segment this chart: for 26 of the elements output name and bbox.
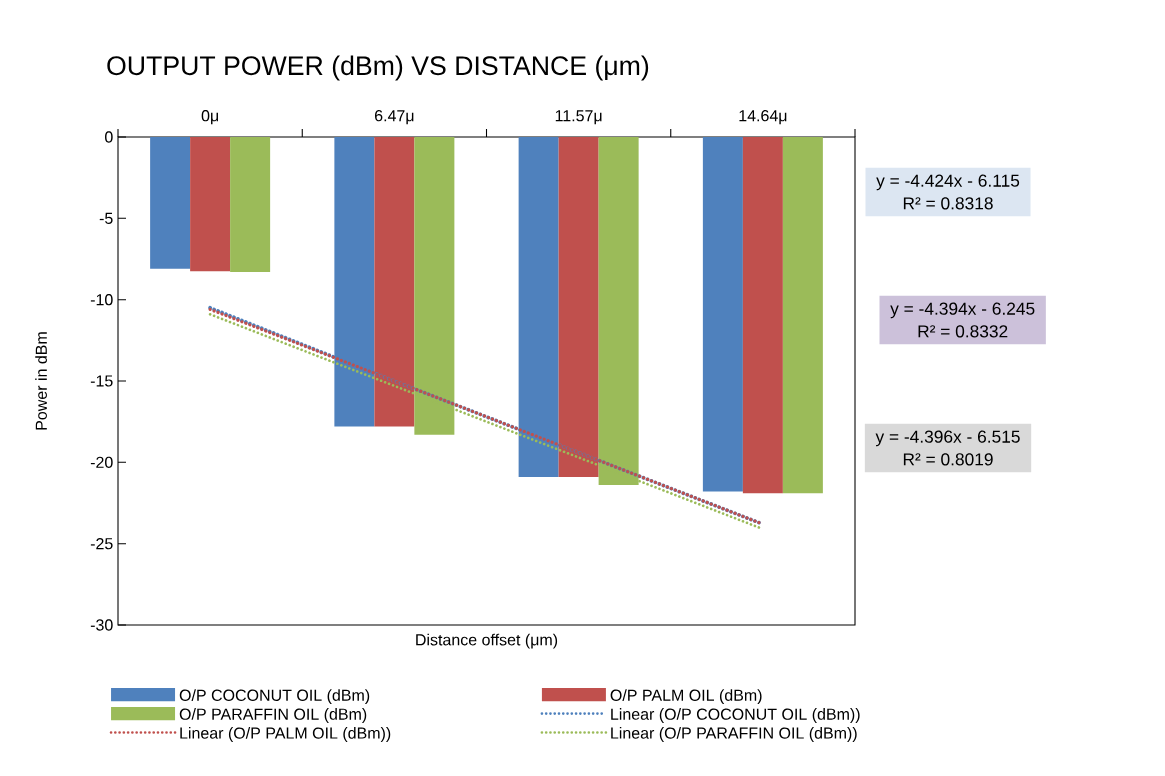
y-tick-label: -5 [99, 212, 113, 224]
legend-label: Linear (O/P PARAFFIN OIL (dBm)) [611, 727, 857, 742]
y-tick-label: -10 [90, 294, 113, 306]
y-axis-title: Power in dBm [35, 332, 47, 430]
x-tick-label: 6.47μ [375, 110, 414, 125]
text: y = -4.394x - 6.245 [890, 302, 1035, 319]
legend-label: O/P COCONUT OIL (dBm) [179, 689, 370, 705]
y-tick-label: -30 [90, 619, 113, 631]
text: y = -4.424x - 6.115 [876, 174, 1020, 191]
y-tick-label: -20 [90, 456, 113, 468]
chart-title: OUTPUT POWER (dBm) VS DISTANCE (μm) [107, 55, 649, 81]
text: R² = 0.8332 [918, 325, 1008, 338]
text: y = -4.396x - 6.515 [875, 430, 1020, 447]
legend-label: Linear (O/P COCONUT OIL (dBm)) [611, 708, 860, 723]
y-tick-label: 0 [105, 131, 113, 143]
legend-label: O/P PARAFFIN OIL (dBm) [179, 708, 367, 723]
y-tick-label: -25 [90, 538, 113, 550]
x-tick-label: 14.64μ [739, 110, 787, 125]
text: R² = 0.8318 [903, 197, 993, 210]
x-tick-label: 0μ [201, 110, 219, 125]
x-axis-title: Distance offset (μm) [416, 633, 558, 649]
y-tick-label: -15 [90, 375, 113, 387]
x-tick-label: 11.57μ [555, 110, 602, 125]
text: R² = 0.8019 [903, 453, 993, 466]
legend-label: Linear (O/P PALM OIL (dBm)) [180, 727, 391, 742]
legend-label: O/P PALM OIL (dBm) [610, 689, 762, 705]
